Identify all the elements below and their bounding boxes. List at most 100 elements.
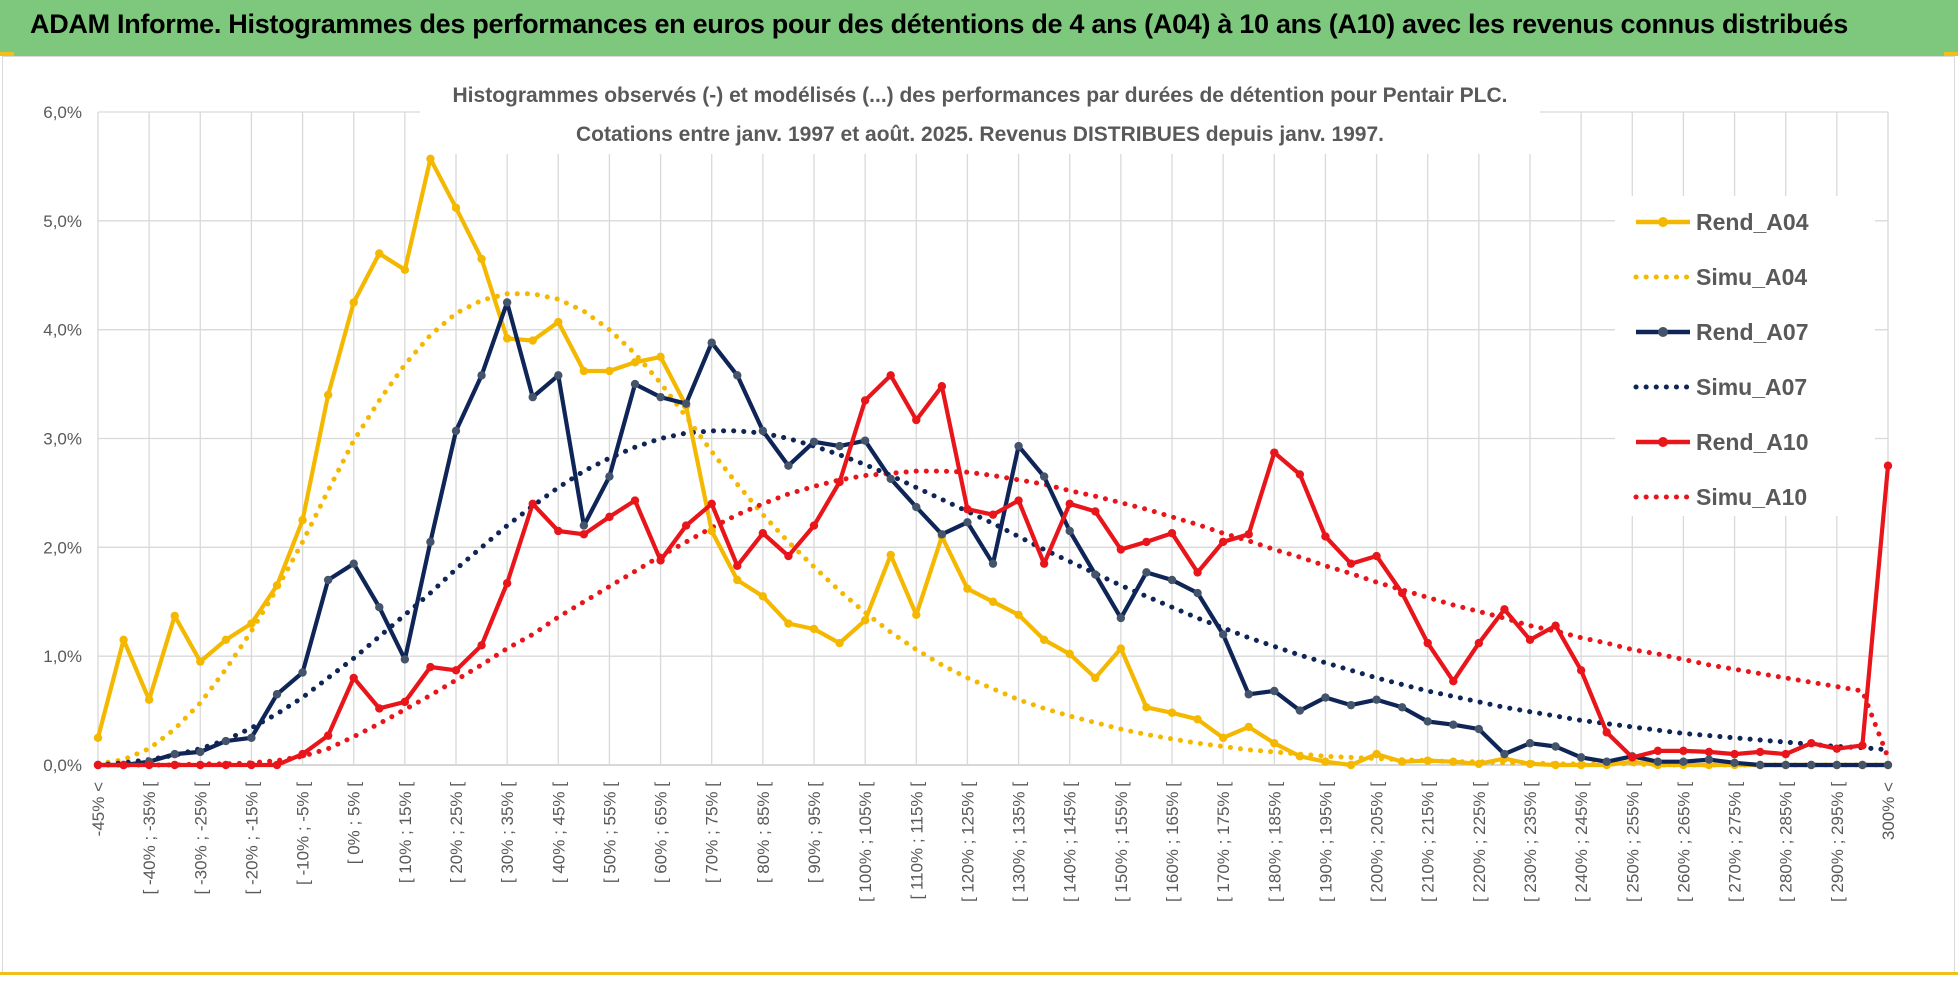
data-point (809, 624, 819, 634)
chart-title-block: Histogrammes observés (-) et modélisés (… (420, 78, 1540, 154)
data-point (784, 551, 793, 561)
data-point (1755, 747, 1765, 757)
data-point (1525, 635, 1535, 645)
data-point (298, 515, 307, 525)
x-tick-label: [ 30% ; 35% [ (498, 782, 517, 883)
series-Rend_A04 (93, 154, 1893, 770)
data-point (681, 521, 691, 530)
data-point (1091, 507, 1100, 516)
x-tick-label: [ 250% ; 255% [ (1623, 782, 1642, 902)
data-point (323, 575, 333, 585)
data-point (1295, 706, 1305, 715)
x-axis-ticks: -45% < [ -40% ; -35% [[ -30% ; -25% [[ -2… (89, 782, 1898, 902)
legend: Rend_A04 Simu_A04 Rend_A07 Simu_A07 Rend_A10… (1615, 196, 1875, 516)
x-tick-label: [ 280% ; 285% [ (1777, 782, 1796, 902)
y-tick-label: 1,0% (43, 647, 82, 666)
data-point (119, 635, 128, 645)
data-point (937, 382, 947, 391)
data-point (681, 399, 691, 408)
data-point (528, 499, 537, 508)
data-point (963, 518, 972, 527)
series-Rend_A07 (93, 298, 1893, 770)
data-point (1270, 686, 1279, 696)
x-tick-label: [ 160% ; 165% [ (1163, 782, 1182, 902)
data-point (579, 530, 589, 539)
data-point (605, 366, 614, 376)
data-point (247, 760, 256, 770)
data-point (1423, 756, 1432, 765)
data-point (1193, 715, 1202, 724)
data-point (1653, 757, 1663, 766)
data-point (221, 635, 231, 645)
series-line (95, 468, 1891, 768)
x-tick-label: [ 230% ; 235% [ (1521, 782, 1540, 902)
data-point (707, 338, 716, 347)
data-point (963, 505, 972, 514)
data-point (323, 731, 333, 740)
data-point (1474, 759, 1484, 769)
data-point (1551, 621, 1560, 630)
data-point (1167, 528, 1177, 538)
x-tick-label: [ 110% ; 115% [ (907, 782, 926, 900)
series-line (95, 428, 1891, 768)
data-point (1807, 739, 1816, 748)
legend-label: Simu_A10 (1696, 484, 1807, 510)
data-point (170, 611, 179, 621)
x-tick-label: [ 50% ; 55% [ (600, 782, 619, 883)
title-background (420, 78, 1540, 154)
data-point (809, 437, 819, 446)
series-Rend_A10 (93, 371, 1893, 770)
data-point (1244, 722, 1253, 732)
data-point (426, 537, 435, 547)
data-point (707, 526, 716, 536)
data-point (1218, 630, 1228, 639)
data-point (988, 597, 998, 606)
data-point (1295, 470, 1305, 479)
legend-background (1615, 196, 1875, 516)
chart-title: Histogrammes observés (-) et modélisés (… (453, 84, 1508, 107)
data-point (349, 673, 358, 683)
x-tick-label: [ 170% ; 175% [ (1214, 782, 1233, 902)
legend-label: Simu_A07 (1696, 374, 1807, 400)
legend-item: Rend_A07 (1636, 319, 1808, 345)
data-point (886, 550, 895, 560)
legend-item: Simu_A07 (1633, 374, 1807, 400)
data-point (988, 559, 998, 568)
data-point (502, 334, 512, 343)
data-point (1883, 461, 1893, 470)
data-point (247, 733, 256, 742)
data-point (1193, 568, 1202, 577)
x-tick-label: [ 220% ; 225% [ (1470, 782, 1489, 902)
data-point (1883, 760, 1893, 770)
data-point (1321, 532, 1330, 541)
x-tick-label: [ 150% ; 155% [ (1112, 782, 1131, 902)
data-point (554, 371, 563, 380)
data-point (400, 655, 410, 664)
data-point (860, 396, 870, 405)
series-line (95, 291, 1891, 768)
data-point (656, 392, 665, 402)
data-point (656, 352, 665, 362)
data-point (630, 379, 640, 389)
data-point (1525, 759, 1535, 769)
data-point (1474, 724, 1484, 734)
data-point (1500, 605, 1509, 614)
data-point (1295, 752, 1305, 761)
data-point (477, 254, 486, 264)
data-point (196, 657, 205, 666)
x-tick-label: [ 240% ; 245% [ (1572, 782, 1591, 902)
data-point (1602, 757, 1611, 766)
data-point (1704, 747, 1714, 757)
data-point (1781, 760, 1790, 770)
data-point (1551, 760, 1560, 770)
data-point (758, 592, 768, 601)
data-point (554, 317, 563, 327)
data-point (1014, 441, 1023, 451)
data-point (912, 610, 921, 620)
legend-label: Rend_A07 (1696, 319, 1808, 345)
data-point (1065, 499, 1074, 508)
data-point (375, 602, 384, 612)
data-point (1500, 749, 1509, 759)
data-point (1832, 744, 1842, 753)
legend-marker (1658, 437, 1668, 447)
